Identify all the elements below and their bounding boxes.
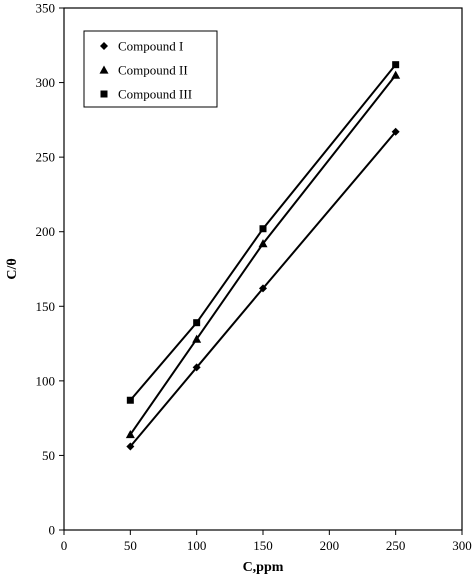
x-tick-label: 0 — [61, 538, 68, 553]
y-tick-label: 50 — [42, 448, 55, 463]
y-axis-title: C/θ — [5, 258, 20, 279]
x-tick-label: 300 — [452, 538, 472, 553]
data-point — [258, 239, 268, 248]
legend-entry: Compound III — [100, 87, 192, 102]
y-tick-label: 300 — [36, 75, 56, 90]
legend-label: Compound II — [118, 63, 188, 78]
data-point — [126, 396, 134, 404]
legend-marker — [99, 65, 109, 74]
y-tick-label: 100 — [36, 373, 56, 388]
series-2 — [125, 70, 401, 439]
y-tick-label: 250 — [36, 150, 56, 165]
x-tick-label: 50 — [124, 538, 137, 553]
legend-entry: Compound I — [100, 39, 183, 54]
data-point — [391, 70, 401, 79]
data-point — [193, 319, 201, 327]
legend-entry: Compound II — [99, 63, 188, 78]
data-point — [392, 61, 400, 69]
data-point — [126, 442, 135, 451]
y-tick-label: 150 — [36, 299, 56, 314]
series-line — [129, 131, 397, 448]
data-point — [259, 284, 267, 293]
x-axis-title: C,ppm — [243, 560, 284, 575]
y-tick-label: 350 — [36, 1, 56, 16]
series-line — [129, 64, 397, 401]
data-point — [192, 363, 201, 372]
data-point — [192, 334, 202, 343]
series-line — [129, 74, 397, 436]
x-tick-label: 250 — [386, 538, 406, 553]
legend-label: Compound I — [118, 39, 183, 54]
legend-label: Compound III — [118, 87, 192, 102]
axes-layer: 0 50 100 150 200 250 300 0 50 100 150 200 250 300 350 — [36, 1, 472, 554]
x-tick-label: 100 — [187, 538, 207, 553]
data-point — [259, 225, 267, 233]
series-layer — [125, 61, 401, 451]
legend: Compound I Compound II Compound III — [83, 30, 218, 108]
legend-marker — [100, 90, 108, 98]
legend-marker — [100, 42, 108, 50]
y-tick-label: 0 — [49, 523, 56, 538]
data-point — [391, 127, 400, 136]
series-3 — [126, 61, 400, 404]
x-tick-label: 200 — [320, 538, 340, 553]
x-tick-label: 150 — [253, 538, 273, 553]
data-point — [125, 430, 135, 439]
series-1 — [126, 127, 400, 451]
y-tick-label: 200 — [36, 224, 56, 239]
